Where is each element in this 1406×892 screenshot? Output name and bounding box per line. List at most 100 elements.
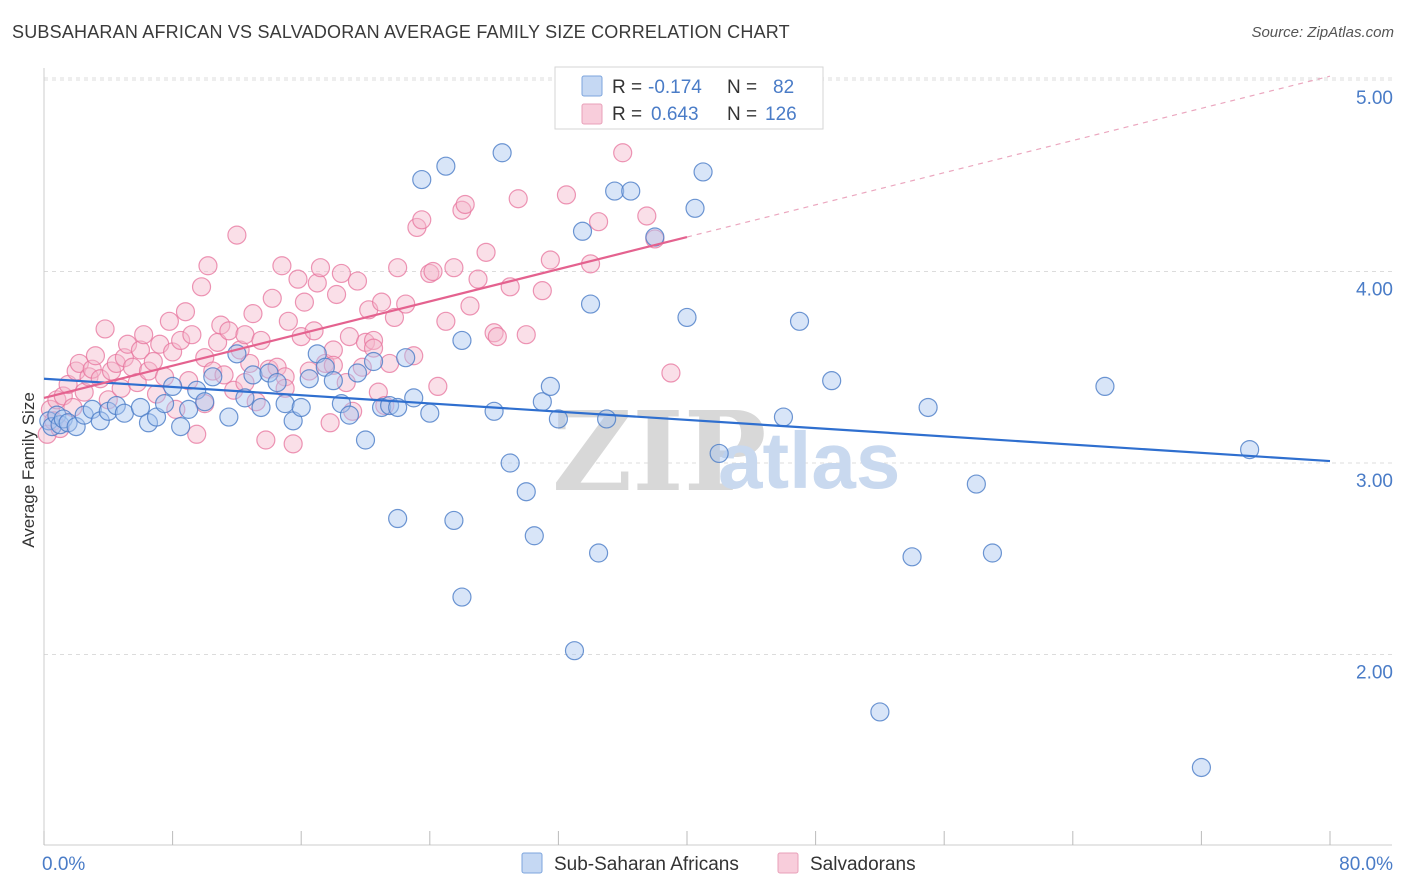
salvadoran-point-66 bbox=[299, 361, 319, 381]
correlation-legend: R = -0.174 N = 82 R = 0.643 N = 126 bbox=[554, 66, 824, 130]
salvadoran-point-31 bbox=[159, 311, 179, 331]
sub-saharan-point-12 bbox=[114, 403, 134, 423]
sub-saharan-point-3 bbox=[50, 415, 70, 435]
legend-swatch-blue bbox=[581, 75, 603, 97]
salvadoran-point-48 bbox=[227, 225, 247, 245]
sub-saharan-point-82 bbox=[388, 508, 408, 529]
salvadoran-trend-line bbox=[43, 235, 688, 399]
sub-saharan-point-63 bbox=[597, 409, 617, 429]
salvadoran-point-78 bbox=[347, 271, 368, 291]
salvadoran-point-112 bbox=[588, 212, 609, 232]
salvadoran-point-114 bbox=[637, 206, 657, 226]
salvadoran-point-61 bbox=[278, 311, 298, 331]
salvadoran-point-90 bbox=[404, 346, 424, 366]
sub-saharan-point-70 bbox=[709, 443, 729, 464]
salvadoran-point-101 bbox=[468, 269, 488, 289]
salvadoran-point-110 bbox=[556, 185, 577, 205]
sub-saharan-point-19 bbox=[179, 399, 199, 419]
sub-saharan-point-80 bbox=[1191, 757, 1212, 778]
sub-saharan-point-32 bbox=[291, 397, 311, 418]
sub-saharan-point-75 bbox=[902, 547, 922, 567]
legend-pink-n-value: 126 bbox=[765, 104, 797, 125]
x-tick-label-0: 0.0% bbox=[42, 854, 85, 875]
salvadoran-point-32 bbox=[163, 342, 183, 362]
sub-saharan-point-62 bbox=[588, 543, 609, 563]
sub-saharan-point-51 bbox=[484, 401, 504, 421]
x-tick-labels: 0.0% 80.0% bbox=[42, 854, 1393, 875]
sub-saharan-point-69 bbox=[693, 162, 713, 182]
sub-saharan-point-21 bbox=[195, 392, 215, 412]
y-tick-label-1: 3.00 bbox=[1356, 471, 1393, 492]
trend-lines bbox=[43, 75, 1331, 463]
salvadoran-point-86 bbox=[380, 353, 400, 374]
sub-saharan-point-52 bbox=[492, 143, 512, 163]
sub-saharan-point-54 bbox=[516, 482, 536, 502]
sub-saharan-point-84 bbox=[452, 587, 472, 607]
salvadoran-point-116 bbox=[661, 363, 681, 383]
salvadoran-point-87 bbox=[384, 307, 405, 328]
salvadoran-point-102 bbox=[476, 242, 496, 262]
sub-saharan-point-36 bbox=[323, 371, 343, 391]
salvadoran-point-84 bbox=[371, 292, 392, 312]
sub-saharan-point-42 bbox=[371, 397, 392, 418]
y-tick-labels: 2.00 3.00 4.00 5.00 bbox=[1356, 88, 1393, 684]
sub-saharan-point-46 bbox=[404, 388, 424, 408]
salvadoran-point-97 bbox=[444, 258, 464, 278]
salvadoran-point-57 bbox=[262, 288, 282, 308]
x-tick-label-1: 80.0% bbox=[1339, 854, 1393, 875]
sub-saharan-point-49 bbox=[436, 156, 456, 176]
sub-saharan-point-27 bbox=[251, 397, 271, 418]
salvadoran-point-120 bbox=[323, 355, 343, 375]
sub-saharan-point-74 bbox=[870, 702, 890, 722]
sub-saharan-point-57 bbox=[540, 376, 560, 396]
legend-blue-n-value: 82 bbox=[773, 77, 794, 98]
salvadoran-point-100 bbox=[460, 296, 480, 316]
salvadoran-point-24 bbox=[130, 340, 151, 360]
salvadoran-point-98 bbox=[452, 200, 472, 220]
sub-saharan-point-65 bbox=[621, 181, 641, 201]
salvadoran-point-99 bbox=[455, 194, 475, 215]
sub-saharan-point-22 bbox=[203, 367, 223, 387]
salvadoran-point-72 bbox=[323, 340, 343, 360]
salvadoran-point-74 bbox=[331, 263, 351, 284]
salvadoran-point-108 bbox=[532, 281, 552, 301]
salvadoran-point-55 bbox=[256, 430, 276, 450]
salvadoran-point-92 bbox=[412, 210, 432, 230]
sub-saharan-point-77 bbox=[966, 474, 986, 494]
salvadoran-point-71 bbox=[320, 413, 340, 433]
sub-saharan-point-60 bbox=[572, 221, 593, 241]
salvadoran-point-41 bbox=[198, 256, 218, 276]
salvadoran-point-42 bbox=[203, 361, 223, 381]
source-label: Source: ZipAtlas.com bbox=[1251, 24, 1394, 41]
salvadoran-point-52 bbox=[243, 304, 263, 324]
sub-saharan-point-67 bbox=[677, 307, 697, 328]
salvadoran-point-107 bbox=[516, 325, 536, 345]
sub-saharan-point-16 bbox=[154, 394, 175, 414]
salvadoran-point-76 bbox=[339, 327, 360, 347]
sub-saharan-point-59 bbox=[564, 641, 585, 661]
sub-saharan-point-11 bbox=[106, 395, 126, 416]
salvadoran-point-68 bbox=[307, 273, 327, 293]
y-axis-label: Average Family Size bbox=[19, 392, 38, 548]
sub-saharan-point-48 bbox=[420, 403, 440, 423]
salvadoran-point-104 bbox=[487, 327, 507, 347]
salvadoran-point-121 bbox=[363, 338, 384, 358]
salvadoran-point-89 bbox=[396, 294, 416, 314]
watermark-atlas: atlas bbox=[718, 416, 900, 505]
y-tick-label-3: 5.00 bbox=[1356, 88, 1393, 109]
salvadoran-point-88 bbox=[388, 258, 408, 278]
sub-saharan-point-53 bbox=[500, 453, 520, 473]
salvadoran-point-15 bbox=[95, 319, 115, 339]
salvadoran-point-35 bbox=[175, 302, 196, 322]
salvadoran-point-27 bbox=[143, 351, 163, 372]
salvadoran-point-46 bbox=[219, 321, 239, 341]
sub-saharan-trend-line bbox=[43, 377, 1331, 463]
sub-saharan-point-83 bbox=[444, 510, 464, 531]
watermark-zip: ZIP bbox=[552, 387, 766, 516]
sub-saharan-point-8 bbox=[82, 399, 102, 419]
salvadoran-point-25 bbox=[134, 325, 154, 345]
sub-saharan-point-45 bbox=[396, 348, 416, 368]
sub-saharan-point-50 bbox=[452, 330, 472, 351]
bottom-legend-swatch-blue bbox=[521, 852, 543, 874]
